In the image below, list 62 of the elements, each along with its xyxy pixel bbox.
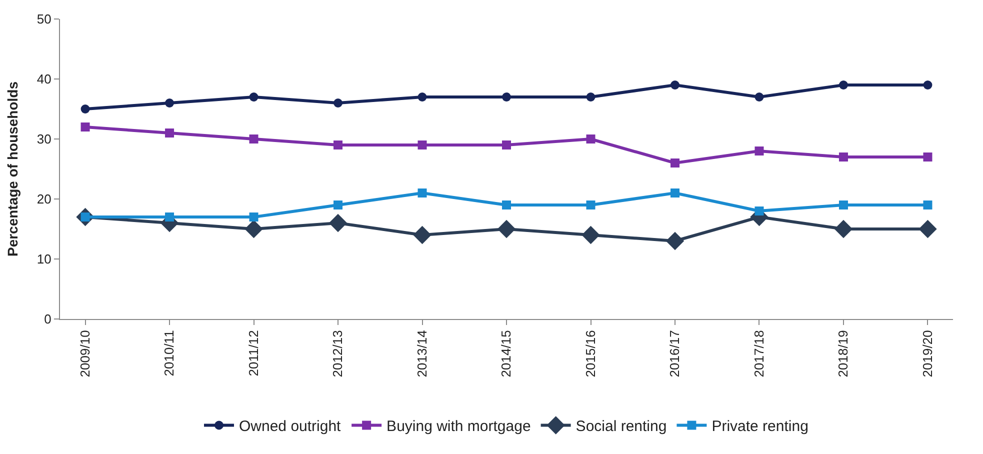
point: [754, 92, 764, 102]
point: [923, 80, 932, 90]
legend-label: Buying with mortgage: [386, 418, 531, 436]
point: [80, 122, 90, 132]
point: [670, 158, 680, 168]
y-tick-label: 50: [36, 12, 52, 27]
point: [249, 92, 258, 102]
legend-label: Social renting: [576, 418, 667, 436]
point: [165, 212, 174, 222]
point: [334, 200, 343, 210]
y-tick-label: 20: [36, 192, 52, 207]
point: [80, 104, 90, 114]
x-tick-label: 2012/13: [330, 330, 346, 378]
y-axis-title: Percentage of households: [4, 81, 21, 257]
point: [838, 152, 848, 162]
point: [502, 92, 511, 102]
x-tick-label: 2010/11: [162, 330, 177, 376]
x-tick-label: 2014/15: [498, 330, 514, 378]
point: [923, 152, 932, 162]
point: [666, 232, 684, 250]
point: [502, 200, 511, 210]
point: [670, 80, 680, 90]
point: [328, 214, 348, 232]
point: [586, 134, 596, 144]
point: [754, 146, 764, 156]
point: [497, 220, 516, 238]
point: [165, 98, 174, 108]
x-tick-label: 2016/17: [667, 330, 682, 378]
point: [249, 212, 258, 222]
point: [838, 200, 848, 210]
point: [418, 140, 427, 150]
x-tick-label: 2011/12: [246, 330, 261, 376]
point: [418, 92, 427, 102]
point: [502, 140, 511, 150]
x-tick-label: 2013/14: [414, 330, 430, 378]
x-tick-label: 2009/10: [77, 330, 92, 378]
y-tick-label: 10: [36, 252, 52, 267]
x-tick-label: 2018/19: [836, 330, 851, 378]
point: [838, 80, 848, 90]
point: [418, 188, 427, 198]
x-tick-label: 2015/16: [582, 330, 598, 378]
point: [249, 134, 258, 144]
point: [413, 226, 432, 244]
point: [244, 220, 263, 238]
x-tick-label: 2017/18: [751, 330, 766, 378]
legend-label: Owned outright: [239, 418, 342, 436]
point: [586, 200, 596, 210]
point: [586, 92, 596, 102]
y-tick-label: 40: [36, 72, 52, 87]
point: [165, 128, 174, 138]
y-tick-label: 30: [36, 132, 52, 147]
point: [923, 200, 932, 210]
point: [334, 98, 343, 108]
point: [582, 226, 600, 244]
point: [670, 188, 680, 198]
point: [918, 220, 937, 238]
y-tick-label: 0: [44, 312, 52, 327]
x-tick-label: 2019/20: [920, 330, 935, 378]
point: [334, 140, 343, 150]
legend-label: Private renting: [712, 418, 808, 436]
point: [834, 220, 853, 238]
point: [754, 206, 764, 216]
